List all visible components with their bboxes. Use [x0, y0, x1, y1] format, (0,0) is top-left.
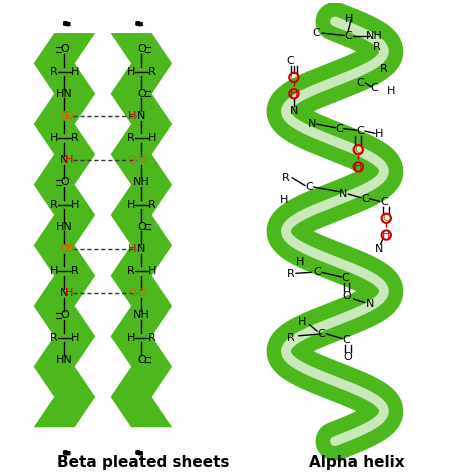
Text: R: R — [50, 67, 58, 77]
Text: R: R — [380, 64, 388, 74]
Text: R: R — [282, 173, 290, 182]
Text: NH: NH — [366, 31, 383, 41]
Text: H: H — [71, 200, 79, 210]
Text: HN: HN — [56, 222, 73, 232]
Text: H: H — [280, 195, 288, 205]
Text: C: C — [343, 335, 350, 345]
Text: H: H — [147, 266, 156, 276]
Text: N: N — [60, 288, 69, 298]
Text: R: R — [287, 269, 294, 279]
Text: N: N — [339, 189, 347, 199]
Text: O: O — [137, 355, 146, 365]
Text: C: C — [312, 28, 320, 38]
Text: C: C — [371, 82, 378, 92]
Text: C: C — [313, 267, 321, 277]
Polygon shape — [34, 33, 95, 427]
Text: R: R — [287, 333, 294, 343]
Text: H: H — [298, 317, 307, 327]
Text: Beta pleated sheets: Beta pleated sheets — [57, 455, 230, 470]
Text: H: H — [147, 133, 156, 143]
Text: O: O — [137, 89, 146, 99]
Text: HN: HN — [56, 89, 73, 99]
Text: R: R — [50, 333, 58, 343]
Text: H: H — [387, 86, 395, 96]
Text: H: H — [127, 333, 135, 343]
Text: N: N — [308, 119, 316, 129]
Text: C: C — [357, 126, 365, 136]
Text: O: O — [354, 145, 363, 155]
Text: O: O — [128, 155, 137, 165]
Text: C: C — [341, 273, 349, 283]
Text: O: O — [344, 352, 352, 362]
Text: R: R — [127, 133, 135, 143]
Text: O: O — [65, 111, 73, 121]
Text: O: O — [137, 288, 146, 298]
Text: N: N — [137, 111, 146, 121]
Text: O: O — [60, 111, 69, 121]
Text: R: R — [127, 266, 135, 276]
Text: O: O — [60, 310, 69, 320]
Text: H: H — [290, 89, 298, 99]
Text: R: R — [148, 200, 155, 210]
Text: R: R — [148, 333, 155, 343]
Text: C: C — [336, 124, 344, 134]
Text: NH: NH — [133, 177, 150, 187]
Text: C: C — [305, 182, 313, 192]
Text: H: H — [375, 129, 383, 139]
Text: NH: NH — [133, 310, 150, 320]
Text: H: H — [50, 133, 58, 143]
Text: O: O — [137, 155, 146, 165]
Polygon shape — [110, 33, 172, 427]
Text: O: O — [342, 291, 351, 301]
Text: O: O — [128, 288, 137, 298]
Text: O: O — [382, 213, 391, 223]
Text: N: N — [60, 155, 69, 165]
Text: O: O — [137, 222, 146, 232]
Text: H: H — [127, 67, 135, 77]
Text: H: H — [127, 200, 135, 210]
Text: N: N — [375, 244, 383, 254]
Text: N: N — [290, 106, 298, 116]
Text: Alpha helix: Alpha helix — [310, 455, 405, 470]
Text: H: H — [296, 256, 304, 267]
Text: R: R — [71, 133, 79, 143]
Text: H: H — [50, 266, 58, 276]
Text: H: H — [71, 333, 79, 343]
Text: H: H — [128, 244, 136, 254]
Text: H: H — [382, 230, 391, 240]
Text: H: H — [71, 67, 79, 77]
Text: C: C — [361, 194, 369, 204]
Text: C: C — [344, 31, 352, 41]
Text: C: C — [380, 197, 388, 208]
Text: R: R — [373, 42, 381, 52]
Text: N: N — [366, 299, 374, 309]
Text: R: R — [71, 266, 79, 276]
Text: H: H — [65, 155, 73, 165]
Text: R: R — [50, 200, 58, 210]
Text: C: C — [287, 56, 294, 66]
Text: H: H — [65, 288, 73, 298]
Text: H: H — [128, 111, 136, 121]
Text: O: O — [60, 244, 69, 254]
Text: N: N — [137, 244, 146, 254]
Text: O: O — [137, 45, 146, 55]
Text: O: O — [60, 177, 69, 187]
Text: R: R — [148, 67, 155, 77]
Text: O: O — [65, 244, 73, 254]
Text: O: O — [290, 73, 298, 82]
Text: C: C — [317, 329, 325, 339]
Text: HN: HN — [56, 355, 73, 365]
Text: H: H — [345, 14, 353, 24]
Text: O: O — [60, 45, 69, 55]
Text: C: C — [357, 78, 365, 88]
Text: H: H — [354, 162, 363, 172]
